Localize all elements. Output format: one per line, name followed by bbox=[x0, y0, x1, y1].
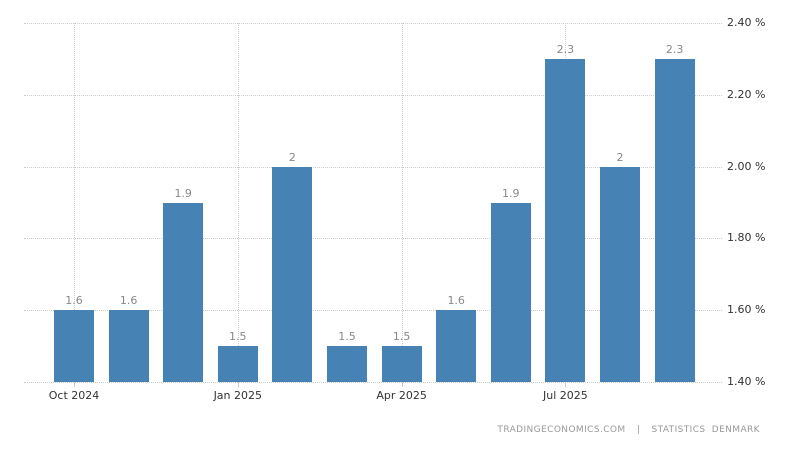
y-axis-label: 1.60 % bbox=[727, 303, 766, 317]
y-axis-label: 1.40 % bbox=[727, 375, 766, 388]
bar-value-label: 1.6 bbox=[65, 294, 83, 308]
bar-value-label: 2 bbox=[616, 150, 624, 164]
plot-area: 1.6 1.6 1.9 1.5 2 1.5 1.5 1.6 1.9 2.3 2 2.3 bbox=[24, 23, 722, 383]
footer-source: TRADINGECONOMICS.COM bbox=[497, 425, 626, 435]
bar-dec-2024[interactable] bbox=[163, 202, 204, 382]
grid-line-vertical bbox=[401, 23, 403, 382]
bar-jul-2025[interactable] bbox=[545, 58, 586, 382]
grid-line-horizontal bbox=[24, 382, 722, 383]
x-axis-tick bbox=[565, 382, 567, 387]
grid-line-horizontal bbox=[24, 238, 722, 240]
footer-provider: STATISTICS DENMARK bbox=[651, 425, 760, 435]
bar-value-label: 2 bbox=[288, 150, 296, 164]
bar-value-label: 1.5 bbox=[229, 330, 247, 344]
bar-value-label: 1.5 bbox=[392, 330, 411, 344]
x-axis-label: Jul 2025 bbox=[543, 389, 588, 402]
bar-value-label: 2.3 bbox=[665, 42, 684, 56]
grid-line-vertical bbox=[237, 23, 239, 382]
bar-apr-2025[interactable] bbox=[381, 346, 422, 382]
grid-line-horizontal bbox=[24, 94, 722, 96]
x-axis-tick bbox=[74, 382, 75, 387]
bar-value-label: 1.9 bbox=[174, 186, 192, 200]
bar-value-label: 2.3 bbox=[556, 42, 575, 56]
y-axis-label: 2.40 % bbox=[727, 16, 766, 29]
x-axis-label: Apr 2025 bbox=[376, 389, 427, 402]
footer-separator: | bbox=[636, 425, 641, 435]
y-axis-label: 1.80 % bbox=[727, 231, 766, 245]
bar-value-label: 1.6 bbox=[447, 294, 465, 308]
bar-sep-2025[interactable] bbox=[654, 58, 695, 382]
bar-nov-2024[interactable] bbox=[108, 310, 149, 382]
chart-footer: TRADINGECONOMICS.COM | STATISTICS DENMAR… bbox=[497, 425, 760, 435]
x-axis-tick bbox=[401, 382, 403, 387]
bar-jan-2025[interactable] bbox=[217, 346, 258, 382]
x-axis-label: Jan 2025 bbox=[213, 389, 263, 402]
y-axis-label: 2.20 % bbox=[727, 87, 766, 101]
y-axis-label: 2.00 % bbox=[727, 159, 766, 173]
bar-jun-2025[interactable] bbox=[490, 202, 531, 382]
x-axis-tick bbox=[237, 382, 239, 387]
bar-feb-2025[interactable] bbox=[272, 166, 313, 382]
grid-line-vertical bbox=[74, 23, 75, 382]
grid-line-horizontal bbox=[24, 23, 722, 24]
bar-aug-2025[interactable] bbox=[600, 166, 640, 382]
bar-oct-2024[interactable] bbox=[54, 310, 94, 382]
bar-mar-2025[interactable] bbox=[327, 346, 367, 382]
bar-may-2025[interactable] bbox=[436, 310, 477, 382]
grid-line-horizontal bbox=[24, 166, 722, 168]
bar-value-label: 1.6 bbox=[119, 294, 138, 308]
bar-value-label: 1.5 bbox=[338, 330, 356, 344]
bar-value-label: 1.9 bbox=[502, 186, 520, 200]
grid-line-horizontal bbox=[24, 310, 722, 312]
x-axis-label: Oct 2024 bbox=[48, 389, 100, 402]
